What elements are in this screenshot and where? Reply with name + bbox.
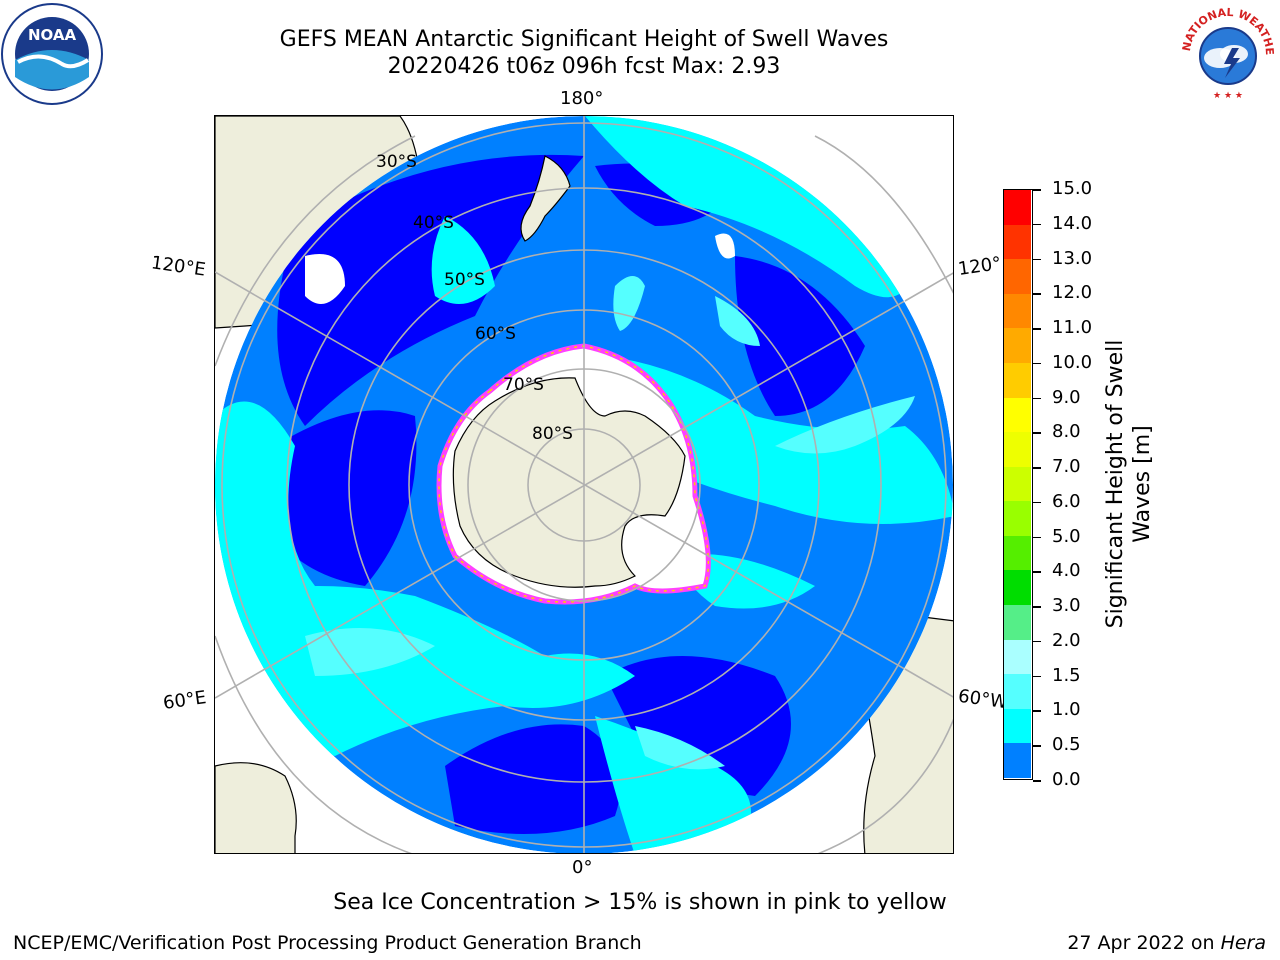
colorbar-tick (1033, 780, 1041, 782)
colorbar-segment (1004, 570, 1031, 606)
colorbar-segment (1004, 674, 1031, 710)
map-panel (214, 115, 954, 854)
colorbar-tick (1033, 640, 1041, 643)
lat-label-70s: 70°S (503, 375, 544, 395)
colorbar-segment (1004, 535, 1031, 571)
colorbar (1003, 189, 1033, 780)
colorbar-tick (1033, 571, 1041, 573)
colorbar-tick (1033, 467, 1041, 469)
colorbar-tick-label: 11.0 (1052, 317, 1093, 339)
footer-credit: NCEP/EMC/Verification Post Processing Pr… (13, 932, 642, 954)
svg-text:★ ★ ★: ★ ★ ★ (1213, 91, 1243, 101)
colorbar-segment (1004, 501, 1031, 537)
colorbar-tick (1033, 362, 1041, 365)
colorbar-tick-label: 15.0 (1052, 178, 1093, 199)
colorbar-tick (1033, 223, 1041, 226)
colorbar-segment (1004, 743, 1031, 779)
noaa-logo: NOAA (0, 2, 104, 106)
colorbar-tick-label: 4.0 (1052, 560, 1081, 582)
colorbar-tick (1033, 328, 1041, 330)
lon-label-upper-left: 120°E (149, 252, 207, 281)
lat-label-80s: 80°S (532, 424, 573, 444)
colorbar-segment (1004, 708, 1031, 744)
noaa-logo-text: NOAA (28, 26, 77, 44)
colorbar-segment (1004, 397, 1031, 433)
colorbar-tick-label: 1.5 (1052, 664, 1081, 686)
lon-label-lower-right: 60°W (956, 685, 1009, 714)
colorbar-segment (1004, 293, 1031, 329)
colorbar-tick (1033, 710, 1041, 712)
chart-subtitle: 20220426 t06z 096h fcst Max: 2.93 (387, 54, 781, 79)
nws-logo: NATIONAL WEATHER SERVICE ★ ★ ★ (1172, 0, 1280, 106)
colorbar-tick-label: 7.0 (1052, 456, 1081, 478)
colorbar-segment (1004, 432, 1031, 468)
sea-ice-note: Sea Ice Concentration > 15% is shown in … (333, 890, 947, 915)
colorbar-tick-label: 3.0 (1052, 595, 1081, 617)
colorbar-tick-label: 14.0 (1052, 212, 1093, 234)
colorbar-tick (1033, 536, 1041, 539)
colorbar-tick-label: 0.0 (1052, 769, 1081, 790)
lon-label-bottom: 0° (572, 857, 593, 878)
colorbar-segment (1004, 224, 1031, 260)
graticule (215, 116, 953, 853)
lat-label-30s: 30°S (376, 152, 417, 172)
lat-label-60s: 60°S (475, 324, 516, 344)
land-antarctica (452, 377, 686, 588)
chart-title: GEFS MEAN Antarctic Significant Height o… (279, 27, 889, 52)
colorbar-tick (1033, 258, 1041, 261)
colorbar-segment (1004, 466, 1031, 502)
colorbar-tick-label: 6.0 (1052, 490, 1081, 512)
lon-label-lower-left: 60°E (161, 687, 208, 714)
footer-machine: Hera (1220, 932, 1266, 954)
colorbar-segment (1004, 362, 1031, 399)
colorbar-tick-label: 13.0 (1052, 247, 1093, 269)
footer-date: 27 Apr 2022 on Hera (1067, 932, 1266, 954)
lon-label-upper-right: 120° (956, 253, 1003, 280)
colorbar-tick-label: 5.0 (1052, 525, 1081, 547)
colorbar-segment (1004, 605, 1031, 641)
colorbar-tick (1033, 675, 1041, 678)
colorbar-tick-label: 0.5 (1052, 734, 1081, 756)
colorbar-label: Significant Height of Swell Waves [m] (1102, 284, 1158, 684)
footer-date-text: 27 Apr 2022 on (1067, 932, 1221, 954)
colorbar-label-line2: Waves [m] (1130, 425, 1155, 543)
colorbar-tick (1033, 606, 1041, 608)
colorbar-tick (1033, 745, 1041, 747)
colorbar-segment (1004, 639, 1031, 675)
colorbar-segment (1004, 328, 1031, 364)
colorbar-tick-label: 10.0 (1052, 351, 1093, 373)
colorbar-tick-label: 9.0 (1052, 386, 1081, 408)
colorbar-tick (1033, 432, 1041, 434)
colorbar-tick-label: 1.0 (1052, 699, 1081, 721)
colorbar-tick (1033, 397, 1041, 400)
lat-label-40s: 40°S (413, 213, 454, 233)
land-new-zealand (520, 155, 571, 242)
colorbar-tick (1033, 501, 1041, 504)
colorbar-tick (1033, 293, 1041, 295)
colorbar-tick-label: 2.0 (1052, 629, 1081, 651)
colorbar-tick-label: 12.0 (1052, 282, 1093, 304)
colorbar-tick (1033, 189, 1041, 191)
land-africa (215, 762, 297, 853)
polar-map (215, 116, 953, 853)
colorbar-segment (1004, 259, 1031, 295)
lat-label-50s: 50°S (444, 270, 485, 290)
colorbar-label-line1: Significant Height of Swell (1103, 339, 1128, 629)
lon-label-top: 180° (560, 88, 604, 109)
colorbar-tick-label: 8.0 (1052, 421, 1081, 443)
colorbar-segment (1004, 190, 1031, 226)
